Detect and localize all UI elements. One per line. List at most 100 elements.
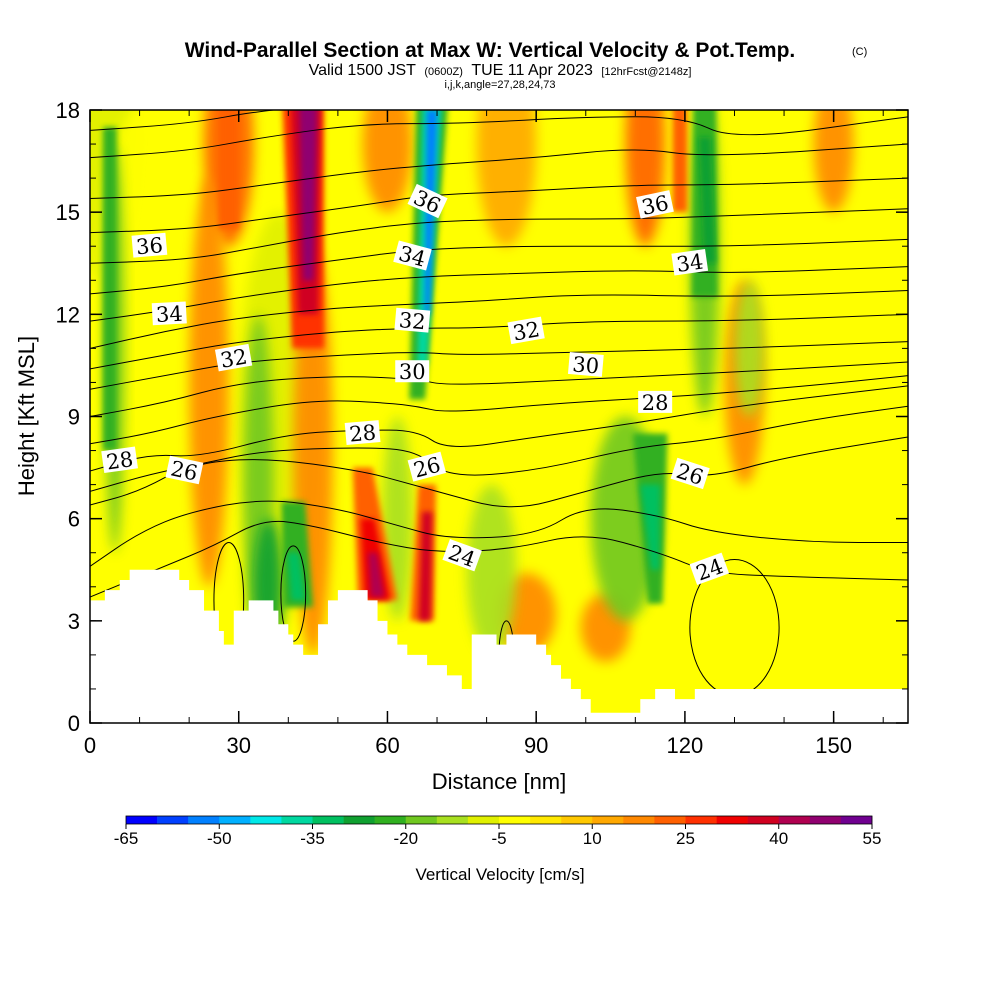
colorbar-swatch bbox=[374, 816, 407, 824]
contour-label-box bbox=[407, 183, 448, 219]
theta-contour-line bbox=[90, 520, 908, 598]
contour-label-box bbox=[442, 539, 482, 572]
colorbar-swatch bbox=[530, 816, 562, 824]
velocity-blob bbox=[734, 280, 765, 417]
velocity-streak bbox=[640, 484, 661, 570]
colorbar-tick-label: 40 bbox=[769, 829, 788, 848]
colorbar-swatch bbox=[157, 816, 189, 824]
velocity-streak bbox=[418, 511, 433, 621]
plot-area bbox=[90, 110, 908, 723]
subtitle-part-date: TUE 11 Apr 2023 bbox=[471, 62, 593, 79]
contour-label-text: 32 bbox=[398, 308, 427, 334]
contour-label-text: 28 bbox=[642, 391, 669, 415]
x-tick-label: 150 bbox=[815, 733, 852, 758]
contour-label: 28 bbox=[101, 446, 138, 475]
contour-label-text: 28 bbox=[348, 420, 377, 446]
velocity-blob bbox=[734, 144, 834, 553]
y-tick-label: 6 bbox=[68, 507, 80, 532]
colorbar-tick-label: -50 bbox=[207, 829, 232, 848]
colorbar-tick-label: -20 bbox=[393, 829, 418, 848]
colorbar-swatch bbox=[809, 816, 842, 824]
colorbar-swatch bbox=[592, 816, 624, 824]
colorbar-tick-label: 25 bbox=[676, 829, 695, 848]
colorbar-tick-label: 10 bbox=[583, 829, 602, 848]
velocity-blob bbox=[833, 314, 908, 587]
colorbar-swatch bbox=[840, 816, 873, 824]
colorbar-tick-label: 55 bbox=[863, 829, 882, 848]
contour-label-box bbox=[394, 307, 431, 333]
contour-label-box bbox=[670, 457, 710, 490]
x-tick-label: 30 bbox=[226, 733, 250, 758]
colorbar-swatch bbox=[499, 816, 531, 824]
contour-label-box bbox=[507, 316, 545, 345]
y-tick-label: 18 bbox=[56, 98, 80, 123]
velocity-blob bbox=[546, 212, 626, 417]
contour-label-box bbox=[344, 420, 381, 445]
theta-contour-line bbox=[90, 110, 278, 131]
contour-label-box bbox=[636, 190, 674, 219]
title-mark: (C) bbox=[852, 46, 867, 58]
contour-label: 28 bbox=[344, 420, 381, 447]
x-tick-label: 0 bbox=[84, 733, 96, 758]
velocity-blob bbox=[476, 110, 537, 247]
contour-label-text: 32 bbox=[511, 317, 541, 345]
contour-label-box bbox=[214, 343, 253, 372]
colorbar-swatch bbox=[312, 816, 344, 824]
theta-contour-line bbox=[90, 375, 908, 445]
contour-label-text: 32 bbox=[219, 344, 249, 372]
contour-label-box bbox=[393, 240, 432, 271]
colorbar-swatch bbox=[250, 816, 282, 824]
contour-label: 34 bbox=[151, 301, 187, 327]
velocity-streak bbox=[698, 137, 716, 264]
colorbar-swatch bbox=[778, 816, 811, 824]
x-tick-label: 120 bbox=[667, 733, 704, 758]
contour-label-box bbox=[567, 351, 604, 377]
contour-label-box bbox=[407, 451, 447, 482]
theta-contour-line bbox=[90, 116, 908, 159]
colorbar-swatch bbox=[685, 816, 717, 824]
contour-label: 36 bbox=[636, 190, 674, 220]
velocity-streak bbox=[218, 110, 239, 230]
colorbar-tick-label: -5 bbox=[491, 829, 506, 848]
contour-label-text: 26 bbox=[169, 456, 200, 485]
contour-label-box bbox=[395, 360, 430, 383]
contour-label: 26 bbox=[407, 451, 447, 483]
contour-label-box bbox=[101, 446, 138, 474]
contour-label-text: 36 bbox=[640, 191, 671, 220]
velocity-blob bbox=[189, 178, 229, 587]
colorbar: -65 -50 -35 -20 -5 10 25 40 55 bbox=[114, 815, 882, 848]
colorbar-tick-label: -65 bbox=[114, 829, 139, 848]
contour-label-box bbox=[131, 232, 168, 258]
subtitle-part-valid: Valid 1500 JST bbox=[309, 62, 417, 79]
contour-label: 34 bbox=[671, 249, 709, 277]
contour-label-box bbox=[638, 390, 673, 413]
colorbar-swatch bbox=[219, 816, 251, 824]
contour-label-text: 34 bbox=[155, 302, 183, 327]
velocity-streak bbox=[287, 552, 306, 601]
x-tick-label: 60 bbox=[375, 733, 399, 758]
chart-subtitle-indices: i,j,k,angle=27,28,24,73 bbox=[444, 79, 555, 91]
colorbar-swatch bbox=[623, 816, 655, 824]
x-tick-label: 90 bbox=[524, 733, 548, 758]
colorbar-swatch bbox=[281, 816, 313, 824]
terrain-mask bbox=[90, 569, 908, 723]
contour-label-text: 36 bbox=[135, 233, 164, 259]
contour-label: 36 bbox=[131, 232, 168, 259]
theta-contour-line bbox=[90, 341, 908, 390]
x-axis-label: Distance [nm] bbox=[432, 769, 567, 794]
theta-contour-line bbox=[90, 500, 908, 567]
theta-contour-line bbox=[90, 177, 908, 234]
velocity-blob bbox=[466, 484, 517, 655]
colorbar-swatch bbox=[467, 816, 500, 824]
colorbar-tick-label: -35 bbox=[300, 829, 325, 848]
velocity-blob bbox=[362, 110, 413, 213]
subtitle-part-forecast: [12hrFcst@2148z] bbox=[601, 66, 691, 78]
contour-label: 28 bbox=[638, 390, 673, 415]
y-tick-label: 9 bbox=[68, 405, 80, 430]
colorbar-swatch bbox=[654, 816, 686, 824]
velocity-streak bbox=[102, 127, 117, 451]
contour-label-box bbox=[165, 455, 204, 485]
